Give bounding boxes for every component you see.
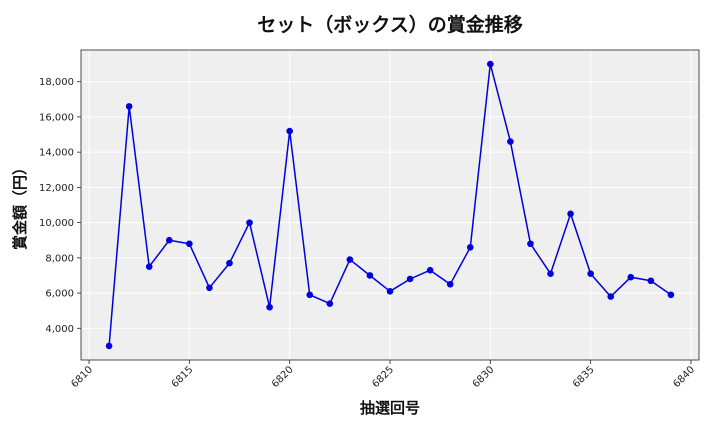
data-point — [386, 288, 394, 295]
data-point — [346, 256, 354, 263]
data-point — [527, 240, 534, 248]
x-tick-label: 6820 — [270, 364, 296, 390]
data-point — [507, 138, 514, 145]
x-tick-label: 6835 — [571, 364, 597, 390]
data-point — [366, 272, 374, 279]
data-point — [547, 270, 554, 277]
data-point — [647, 277, 655, 285]
y-tick-label: 18,000 — [39, 77, 74, 88]
x-tick-label: 6825 — [370, 364, 396, 390]
y-tick-label: 16,000 — [39, 112, 74, 123]
series — [105, 60, 675, 350]
y-tick-label: 6,000 — [45, 289, 74, 300]
data-point — [105, 342, 113, 350]
data-point — [567, 210, 574, 218]
data-point — [226, 259, 233, 267]
y-tick-label: 12,000 — [39, 183, 74, 194]
chart-title: セット（ボックス）の賞金推移 — [257, 13, 522, 36]
data-point — [306, 291, 314, 299]
data-point — [587, 270, 594, 277]
y-tick-label: 8,000 — [45, 253, 74, 264]
data-point — [266, 303, 273, 311]
data-point — [406, 275, 414, 283]
data-point — [206, 284, 213, 292]
data-point — [607, 293, 615, 300]
y-axis-label: 賞金額（円） — [11, 160, 29, 250]
data-point — [446, 280, 454, 288]
data-point — [627, 273, 635, 281]
x-tick-label: 6840 — [671, 364, 697, 390]
x-axis-label: 抽選回号 — [360, 399, 420, 417]
data-point — [286, 127, 293, 135]
data-point — [466, 243, 474, 251]
data-point — [165, 236, 173, 244]
data-point — [487, 60, 494, 68]
x-tick-label: 6815 — [170, 364, 196, 390]
data-point — [246, 219, 253, 226]
data-point — [426, 266, 434, 274]
data-point — [326, 300, 334, 307]
data-point — [186, 240, 193, 248]
y-tick-label: 10,000 — [39, 218, 74, 229]
x-tick-label: 6810 — [69, 364, 95, 390]
data-point — [145, 263, 153, 270]
data-point — [125, 103, 133, 110]
x-tick-label: 6830 — [471, 364, 497, 390]
data-point — [667, 291, 675, 299]
y-tick-label: 14,000 — [39, 148, 74, 159]
y-tick-label: 4,000 — [45, 324, 74, 335]
